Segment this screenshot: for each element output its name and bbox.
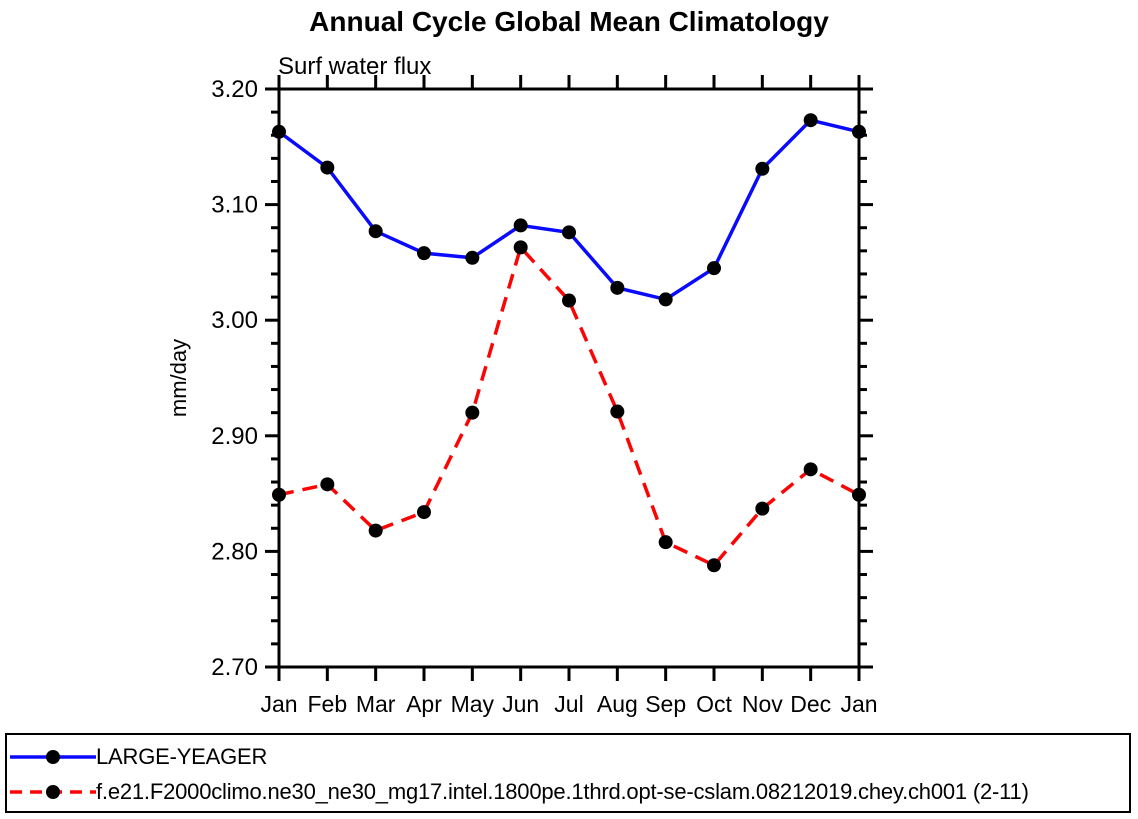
- data-point-marker: [417, 505, 431, 520]
- data-point-marker: [707, 261, 721, 276]
- legend-label: LARGE-YEAGER: [96, 743, 268, 769]
- data-point-marker: [368, 523, 383, 538]
- legend-line-sample-dashed: [10, 784, 96, 799]
- data-point-marker: [852, 124, 866, 139]
- data-point-marker: [320, 477, 335, 492]
- x-tick-label: Feb: [308, 691, 348, 717]
- data-point-marker: [658, 292, 673, 307]
- x-tick-label: Mar: [356, 691, 396, 717]
- x-tick-label: May: [451, 691, 495, 717]
- data-point-marker: [562, 225, 576, 240]
- x-tick-label: Jul: [554, 691, 583, 717]
- data-point-marker: [658, 535, 673, 550]
- x-tick-label: Oct: [696, 691, 732, 717]
- data-point-marker: [368, 224, 383, 239]
- data-point-marker: [755, 501, 770, 516]
- legend-line-sample-solid: [10, 749, 96, 764]
- data-point-marker: [320, 160, 335, 175]
- y-tick-label: 2.70: [211, 654, 258, 681]
- y-tick-label: 3.20: [211, 76, 258, 103]
- legend-entry: f.e21.F2000climo.ne30_ne30_mg17.intel.18…: [10, 774, 1129, 809]
- chart-subtitle: Surf water flux: [278, 53, 432, 80]
- data-point-marker: [272, 487, 286, 502]
- plot-area: 2.70 2.80 2.90 3.00 3.10 3.20 Jan Feb Mar Apr May J…: [166, 75, 878, 717]
- data-point-marker: [755, 161, 770, 176]
- x-tick-label: Sep: [645, 691, 686, 717]
- series-line: [277, 118, 860, 302]
- data-point-marker: [465, 250, 480, 265]
- y-tick-label: 2.80: [211, 538, 258, 565]
- data-point-marker: [852, 487, 866, 502]
- chart-title: Annual Cycle Global Mean Climatology: [309, 6, 829, 37]
- y-tick-label: 2.90: [211, 423, 258, 450]
- data-point-marker: [803, 113, 818, 128]
- legend-entry: LARGE-YEAGER: [10, 739, 1129, 774]
- data-point-marker: [513, 240, 528, 255]
- data-point-marker: [272, 124, 286, 139]
- legend-marker-icon: [46, 749, 60, 764]
- y-tick-label: 3.10: [211, 192, 258, 219]
- data-point-marker: [610, 280, 625, 295]
- data-point-marker: [465, 405, 480, 420]
- data-point-marker: [417, 246, 431, 261]
- x-tick-label: Jun: [502, 691, 539, 717]
- x-tick-label: Aug: [597, 691, 638, 717]
- legend-label: f.e21.F2000climo.ne30_ne30_mg17.intel.18…: [96, 778, 1029, 804]
- x-tick-label: Nov: [742, 691, 783, 717]
- y-tick-label: 3.00: [211, 307, 258, 334]
- y-axis-label: mm/day: [166, 339, 191, 417]
- x-tick-label: Jan: [260, 691, 297, 717]
- data-point-marker: [513, 218, 528, 233]
- data-point-marker: [610, 404, 625, 419]
- x-tick-label: Apr: [406, 691, 442, 717]
- legend-box: LARGE-YEAGER f.e21.F2000climo.ne30_ne30_…: [5, 733, 1131, 813]
- x-tick-label: Jan: [840, 691, 877, 717]
- data-point-marker: [707, 558, 721, 573]
- x-tick-label: Dec: [790, 691, 831, 717]
- legend-marker-icon: [46, 784, 60, 799]
- data-point-marker: [803, 462, 818, 477]
- data-point-marker: [562, 293, 576, 308]
